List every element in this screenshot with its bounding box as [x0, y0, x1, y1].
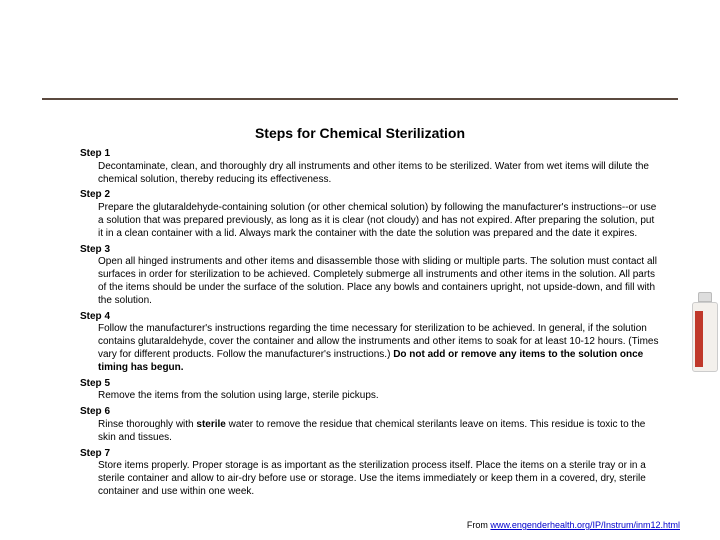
- step-body: Store items properly. Proper storage is …: [80, 460, 660, 498]
- step-body: Remove the items from the solution using…: [80, 390, 660, 403]
- step-label: Step 3: [80, 244, 660, 257]
- bottle-label: [695, 311, 703, 367]
- step-label: Step 7: [80, 448, 660, 461]
- step-body: Decontaminate, clean, and thoroughly dry…: [80, 161, 660, 187]
- source-link[interactable]: www.engenderhealth.org/IP/Instrum/inm12.…: [490, 520, 680, 530]
- steps-content: Step 1 Decontaminate, clean, and thoroug…: [80, 148, 660, 502]
- step-text-bold: sterile: [196, 419, 225, 430]
- bottle-body: [692, 302, 718, 372]
- bottle-image: [692, 292, 718, 374]
- step-label: Step 5: [80, 378, 660, 391]
- step-label: Step 4: [80, 311, 660, 324]
- page-title: Steps for Chemical Sterilization: [0, 125, 720, 141]
- step-body: Rinse thoroughly with sterile water to r…: [80, 419, 660, 445]
- bottle-cap: [698, 292, 712, 302]
- step-label: Step 2: [80, 189, 660, 202]
- step-body: Prepare the glutaraldehyde-containing so…: [80, 202, 660, 240]
- source-prefix: From: [467, 520, 491, 530]
- step-text: Rinse thoroughly with: [98, 419, 196, 430]
- step-body: Follow the manufacturer's instructions r…: [80, 323, 660, 374]
- step-label: Step 1: [80, 148, 660, 161]
- divider-line: [42, 98, 678, 100]
- source-citation: From www.engenderhealth.org/IP/Instrum/i…: [467, 520, 680, 530]
- step-label: Step 6: [80, 406, 660, 419]
- step-body: Open all hinged instruments and other it…: [80, 256, 660, 307]
